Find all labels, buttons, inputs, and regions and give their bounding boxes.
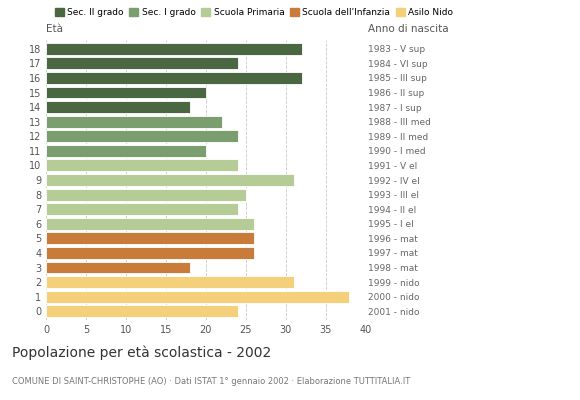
Bar bbox=[46, 43, 302, 55]
Bar bbox=[46, 160, 238, 171]
Bar bbox=[46, 72, 302, 84]
Bar bbox=[46, 262, 190, 274]
Bar bbox=[46, 291, 349, 303]
Bar bbox=[46, 130, 238, 142]
Bar bbox=[46, 305, 238, 317]
Bar bbox=[46, 189, 246, 200]
Text: COMUNE DI SAINT-CHRISTOPHE (AO) · Dati ISTAT 1° gennaio 2002 · Elaborazione TUTT: COMUNE DI SAINT-CHRISTOPHE (AO) · Dati I… bbox=[12, 377, 410, 386]
Bar bbox=[46, 247, 254, 259]
Bar bbox=[46, 174, 293, 186]
Bar bbox=[46, 116, 222, 128]
Bar bbox=[46, 203, 238, 215]
Bar bbox=[46, 101, 190, 113]
Bar bbox=[46, 86, 206, 98]
Bar bbox=[46, 218, 254, 230]
Bar bbox=[46, 276, 293, 288]
Legend: Sec. II grado, Sec. I grado, Scuola Primaria, Scuola dell'Infanzia, Asilo Nido: Sec. II grado, Sec. I grado, Scuola Prim… bbox=[51, 4, 457, 21]
Text: Età: Età bbox=[46, 24, 63, 34]
Text: Popolazione per età scolastica - 2002: Popolazione per età scolastica - 2002 bbox=[12, 346, 271, 360]
Bar bbox=[46, 57, 238, 69]
Bar bbox=[46, 232, 254, 244]
Text: Anno di nascita: Anno di nascita bbox=[368, 24, 449, 34]
Bar bbox=[46, 145, 206, 157]
